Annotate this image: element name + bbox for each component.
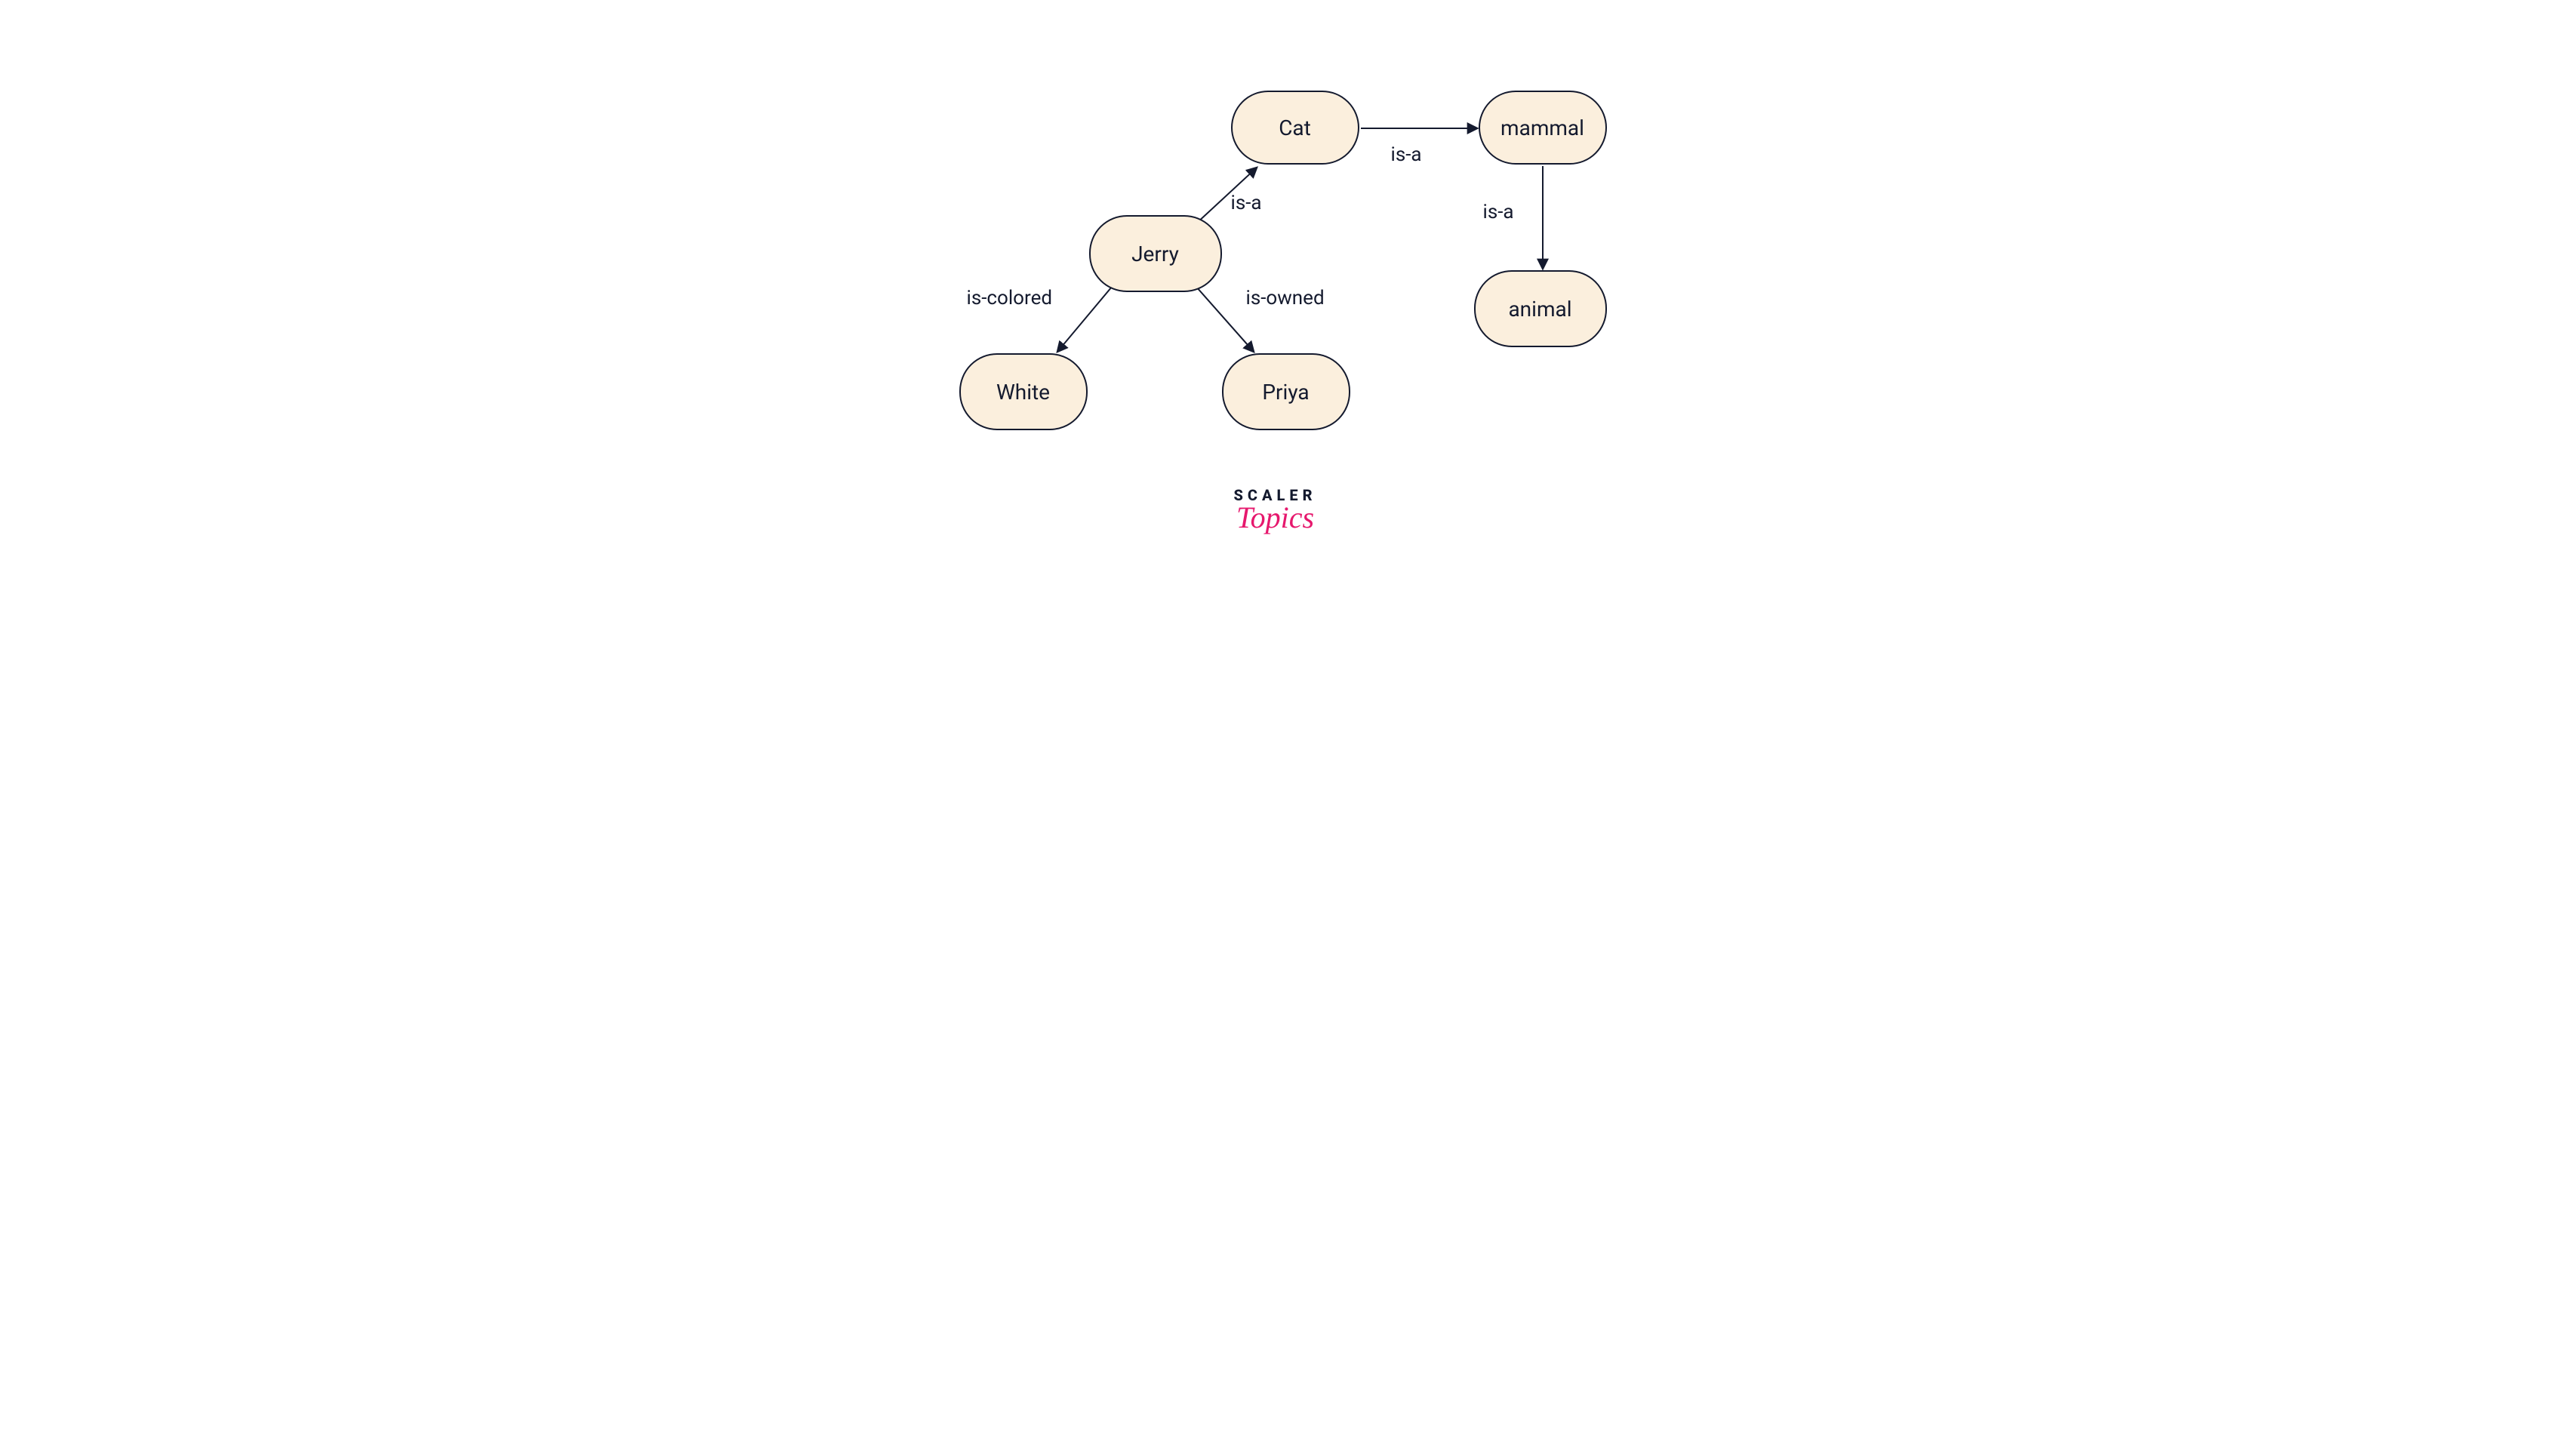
- logo-line2: Topics: [1234, 500, 1317, 535]
- edge-jerry-priya: [1196, 287, 1254, 352]
- edge-label-jerry-priya: is-owned: [1246, 287, 1325, 309]
- edge-label-jerry-cat: is-a: [1231, 192, 1262, 214]
- diagram-canvas: Cat mammal Jerry animal White Priya is-a is-a i…: [733, 0, 1835, 625]
- node-cat: Cat: [1231, 91, 1359, 165]
- edge-jerry-white: [1057, 287, 1112, 352]
- edge-label-jerry-white: is-colored: [967, 287, 1053, 309]
- node-priya: Priya: [1222, 353, 1350, 430]
- node-animal: animal: [1474, 270, 1607, 347]
- node-mammal: mammal: [1479, 91, 1607, 165]
- edge-label-cat-mammal: is-a: [1391, 143, 1422, 166]
- edge-label-mammal-animal: is-a: [1483, 201, 1514, 223]
- node-white: White: [959, 353, 1088, 430]
- node-jerry: Jerry: [1089, 215, 1222, 292]
- scaler-topics-logo: SCALER Topics: [1234, 486, 1317, 535]
